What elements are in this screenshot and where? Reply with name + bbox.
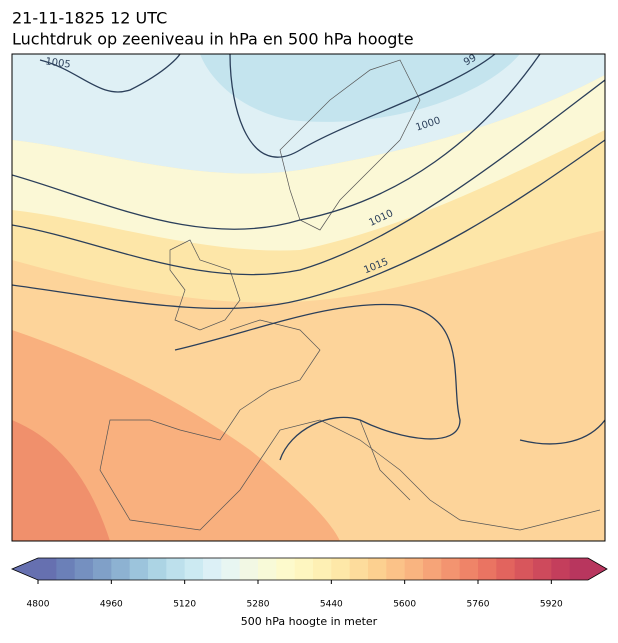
colorbar-swatch xyxy=(349,558,369,580)
colorbar-swatch xyxy=(478,558,497,580)
map: 1005 1000 1010 1015 99 xyxy=(12,54,605,541)
height-band xyxy=(200,54,520,122)
colorbar-swatch xyxy=(459,558,479,580)
colorbar-extend xyxy=(588,558,607,580)
colorbar-swatch xyxy=(203,558,222,580)
colorbar-extend xyxy=(12,558,38,580)
colorbar-swatch xyxy=(239,558,259,580)
colorbar-tick-label: 5280 xyxy=(247,600,270,610)
isobar xyxy=(12,139,605,310)
colorbar-swatch xyxy=(221,558,241,580)
colorbar-swatch xyxy=(184,558,204,580)
height-band xyxy=(12,330,340,541)
colorbar-swatch xyxy=(74,558,94,580)
colorbar-swatch xyxy=(569,558,589,580)
colorbar-swatch xyxy=(423,558,442,580)
isobar-label: 1005 xyxy=(45,56,72,70)
colorbar-tick-label: 4960 xyxy=(100,600,123,610)
colorbar-swatch xyxy=(331,558,351,580)
colorbar-swatch xyxy=(386,558,406,580)
height-band xyxy=(12,420,110,541)
colorbar-swatch xyxy=(38,558,57,580)
isobar xyxy=(174,303,461,461)
colorbar-swatch xyxy=(111,558,131,580)
colorbar-swatch xyxy=(404,558,424,580)
colorbar-swatch xyxy=(93,558,112,580)
colorbar-tick-label: 5440 xyxy=(320,600,343,610)
colorbar-tick-label: 5920 xyxy=(540,600,563,610)
isobar xyxy=(12,79,605,276)
colorbar-swatch xyxy=(294,558,314,580)
colorbar-swatch xyxy=(129,558,149,580)
colorbar-swatch xyxy=(441,558,461,580)
height-band xyxy=(12,75,605,251)
colorbar-swatch xyxy=(514,558,534,580)
isobar xyxy=(39,54,181,93)
isobar xyxy=(519,419,605,445)
colorbar-swatch xyxy=(148,558,167,580)
subtitle: Luchtdruk op zeeniveau in hPa en 500 hPa… xyxy=(12,30,414,49)
colorbar-label: 500 hPa hoogte in meter xyxy=(241,615,378,628)
colorbar: 4800 4960 5120 5280 5440 5600 5760 5920 xyxy=(10,557,608,610)
title: 21-11-1825 12 UTC xyxy=(12,9,167,28)
colorbar-tick-label: 5600 xyxy=(393,600,416,610)
colorbar-swatch xyxy=(496,558,516,580)
colorbar-swatch xyxy=(276,558,296,580)
colorbar-swatch xyxy=(313,558,332,580)
colorbar-swatch xyxy=(56,558,76,580)
isobar xyxy=(12,54,541,230)
colorbar-swatch xyxy=(258,558,277,580)
colorbar-swatch xyxy=(368,558,387,580)
colorbar-swatch xyxy=(551,558,571,580)
colorbar-swatch xyxy=(166,558,186,580)
coastline xyxy=(99,59,601,531)
colorbar-tick-label: 4800 xyxy=(27,600,50,610)
map-frame xyxy=(11,53,606,542)
colorbar-swatch xyxy=(533,558,552,580)
colorbar-tick-label: 5760 xyxy=(467,600,490,610)
colorbar-tick-label: 5120 xyxy=(173,600,196,610)
isobar xyxy=(229,54,496,158)
